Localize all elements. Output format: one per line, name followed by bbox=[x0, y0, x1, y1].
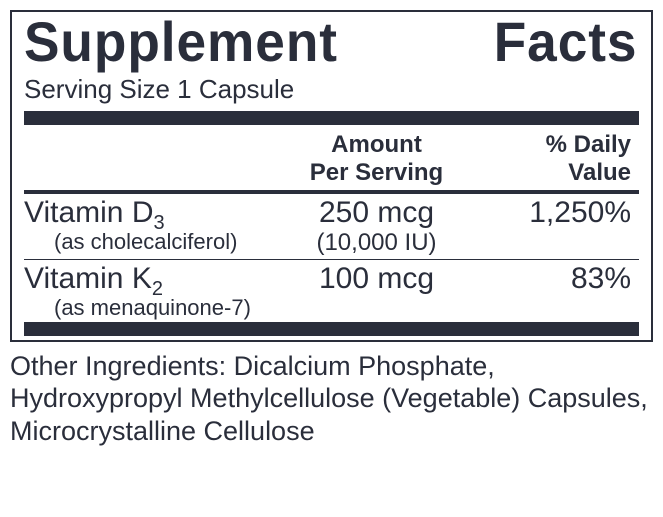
nutrient-detail: (as cholecalciferol) bbox=[24, 230, 279, 254]
nutrient-dv: 83% bbox=[474, 264, 639, 294]
nutrient-dv: 1,250% bbox=[474, 198, 639, 228]
header-amount: Amount Per Serving bbox=[279, 131, 474, 186]
rule-thick-top bbox=[24, 111, 639, 125]
nutrient-amount: 100 mcg bbox=[279, 264, 474, 296]
rule-thick-bottom bbox=[24, 322, 639, 336]
column-headers: Amount Per Serving % Daily Value bbox=[24, 125, 639, 190]
table-row: Vitamin K2 (as menaquinone-7) 100 mcg 83… bbox=[24, 260, 639, 322]
other-ingredients: Other Ingredients: Dicalcium Phosphate, … bbox=[10, 350, 653, 447]
nutrient-detail: (as menaquinone-7) bbox=[24, 296, 279, 320]
table-row: Vitamin D3 (as cholecalciferol) 250 mcg … bbox=[24, 194, 639, 258]
supplement-facts-panel: Supplement Facts Serving Size 1 Capsule … bbox=[10, 10, 653, 342]
nutrient-amount: 250 mcg (10,000 IU) bbox=[279, 198, 474, 256]
serving-size: Serving Size 1 Capsule bbox=[24, 74, 639, 105]
panel-title: Supplement Facts bbox=[24, 14, 637, 70]
header-daily-value: % Daily Value bbox=[474, 131, 639, 186]
nutrient-name: Vitamin D3 (as cholecalciferol) bbox=[24, 198, 279, 254]
nutrient-name: Vitamin K2 (as menaquinone-7) bbox=[24, 264, 279, 320]
